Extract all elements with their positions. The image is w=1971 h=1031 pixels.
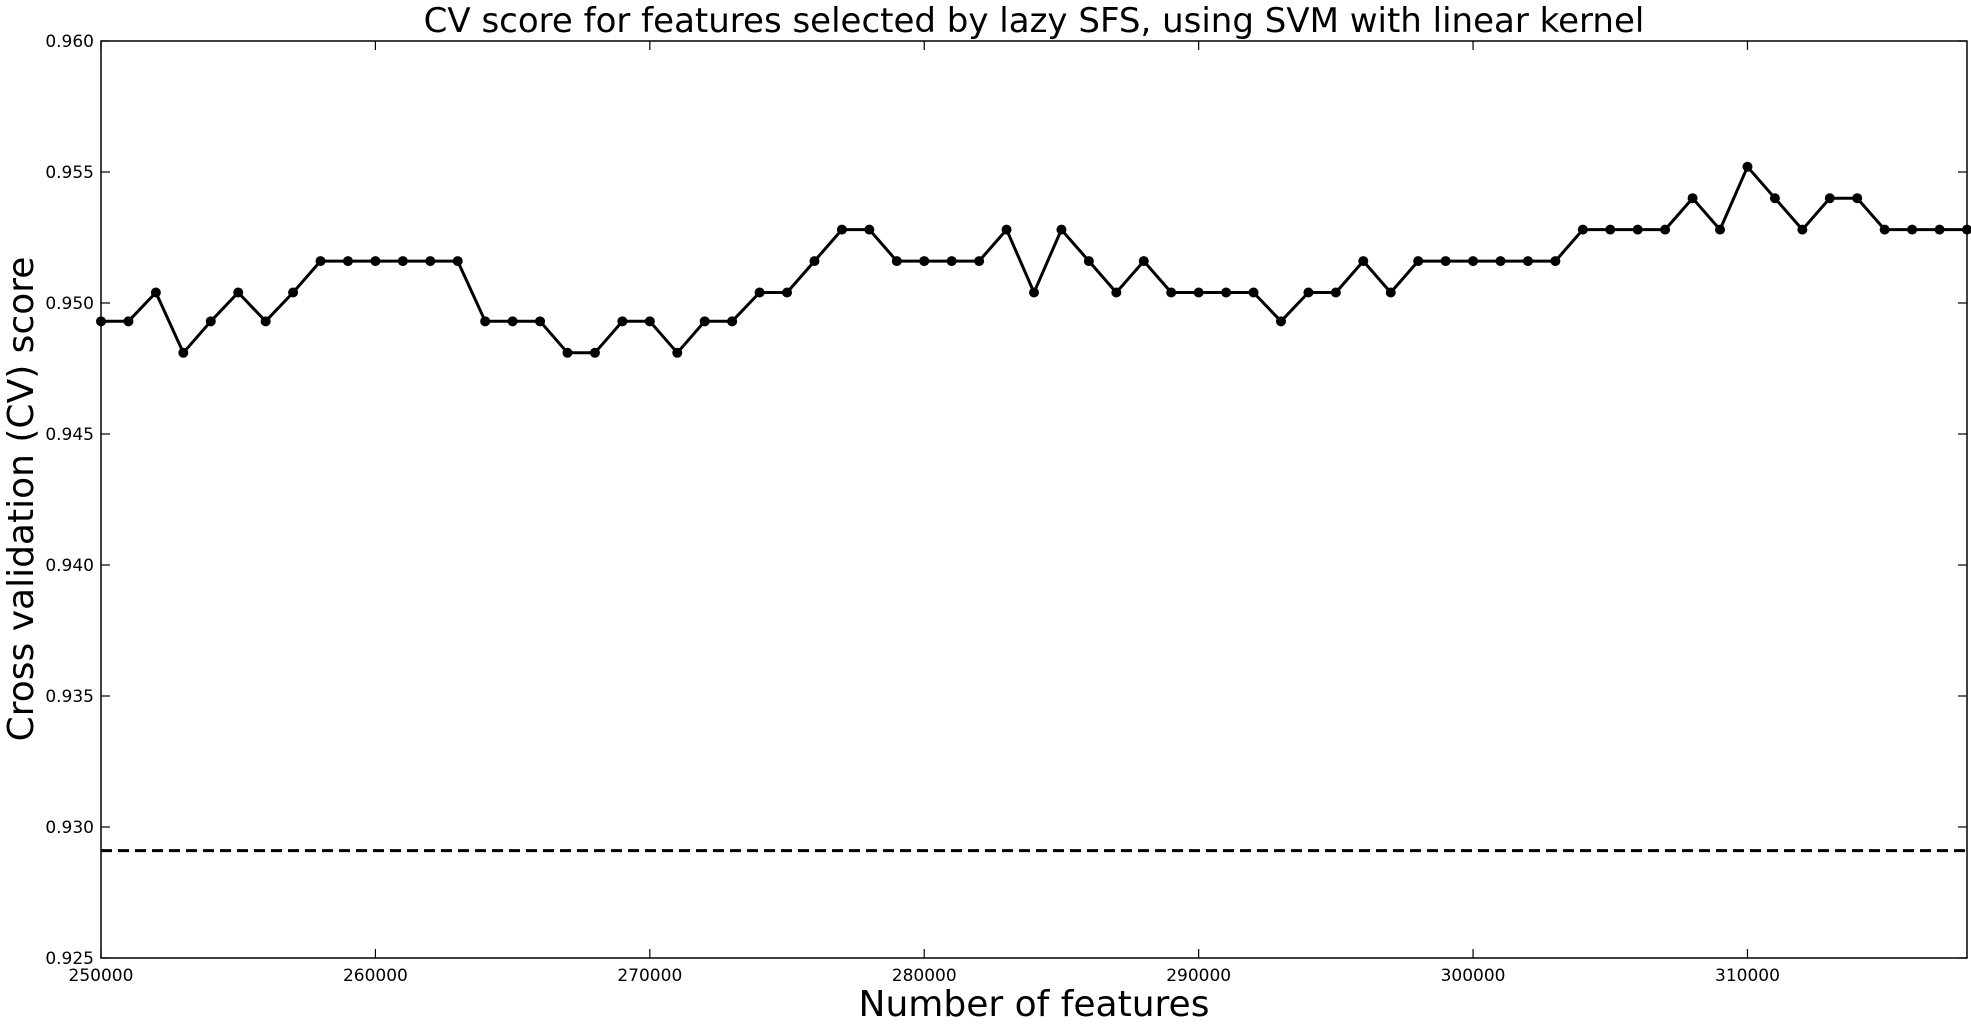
data-point-marker: [1358, 256, 1369, 267]
data-point-marker: [260, 316, 271, 327]
data-point-marker: [1852, 193, 1863, 204]
x-axis-title: Number of features: [859, 984, 1210, 1025]
data-point-marker: [1934, 224, 1945, 235]
data-point-marker: [946, 256, 957, 267]
data-point-marker: [452, 256, 463, 267]
data-point-marker: [699, 316, 710, 327]
data-point-marker: [535, 316, 546, 327]
data-point-marker: [315, 256, 326, 267]
data-point-marker: [891, 256, 902, 267]
data-point-marker: [1687, 193, 1698, 204]
x-tick-label: 270000: [617, 966, 682, 986]
data-point-marker: [1001, 224, 1012, 235]
y-tick-label: 0.960: [45, 32, 94, 52]
data-point-marker: [617, 316, 628, 327]
data-point-marker: [1275, 316, 1286, 327]
data-point-marker: [507, 316, 518, 327]
data-point-marker: [288, 287, 299, 298]
x-tick-label: 310000: [1715, 966, 1780, 986]
data-point-marker: [1577, 224, 1588, 235]
data-point-marker: [1769, 193, 1780, 204]
y-tick-label: 0.950: [45, 294, 94, 314]
data-point-marker: [589, 347, 600, 358]
plot-area: [101, 41, 1967, 958]
data-point-marker: [1111, 287, 1122, 298]
data-point-marker: [1248, 287, 1259, 298]
x-tick-label: 260000: [343, 966, 408, 986]
data-point-marker: [1166, 287, 1177, 298]
data-point-marker: [562, 347, 573, 358]
chart-title: CV score for features selected by lazy S…: [424, 1, 1645, 41]
data-point-marker: [727, 316, 738, 327]
plot-frame: [100, 40, 1968, 959]
data-point-marker: [1632, 224, 1643, 235]
data-point-marker: [1715, 224, 1726, 235]
data-point-marker: [754, 287, 765, 298]
data-point-marker: [1056, 224, 1067, 235]
data-point-marker: [150, 287, 161, 298]
y-tick-label: 0.925: [45, 949, 94, 969]
data-point-marker: [1413, 256, 1424, 267]
x-tick-label: 300000: [1441, 966, 1506, 986]
y-tick-label: 0.940: [45, 556, 94, 576]
data-point-marker: [1385, 287, 1396, 298]
data-point-marker: [1495, 256, 1506, 267]
data-point-marker: [864, 224, 875, 235]
data-point-marker: [1605, 224, 1616, 235]
data-point-marker: [1193, 287, 1204, 298]
y-tick-label: 0.945: [45, 425, 94, 445]
data-point-marker: [397, 256, 408, 267]
data-point-marker: [123, 316, 134, 327]
x-tick-label: 290000: [1166, 966, 1231, 986]
x-tick-label: 280000: [892, 966, 957, 986]
y-tick-label: 0.935: [45, 687, 94, 707]
data-point-marker: [1029, 287, 1039, 298]
data-point-marker: [1550, 256, 1561, 267]
data-point-marker: [1440, 256, 1451, 267]
y-tick-label: 0.930: [45, 818, 94, 838]
data-point-marker: [1742, 161, 1753, 172]
data-point-marker: [205, 316, 216, 327]
data-point-marker: [1330, 287, 1341, 298]
data-point-marker: [919, 256, 930, 267]
data-point-marker: [233, 287, 244, 298]
data-point-marker: [1468, 256, 1479, 267]
data-point-marker: [809, 256, 820, 267]
data-point-marker: [342, 256, 353, 267]
series-layer: [96, 161, 1971, 853]
data-point-marker: [836, 224, 847, 235]
data-point-marker: [1907, 224, 1918, 235]
y-tick-label: 0.955: [45, 163, 94, 183]
data-point-marker: [1879, 224, 1890, 235]
data-point-marker: [425, 256, 436, 267]
data-point-marker: [1138, 256, 1149, 267]
x-tick-label: 250000: [69, 966, 134, 986]
data-point-marker: [1824, 193, 1835, 204]
data-point-marker: [1797, 224, 1808, 235]
data-point-marker: [782, 287, 793, 298]
data-point-marker: [1303, 287, 1314, 298]
data-point-marker: [178, 347, 189, 358]
y-axis-title: Cross validation (CV) score: [1, 257, 42, 742]
data-point-marker: [672, 347, 683, 358]
data-point-marker: [1221, 287, 1232, 298]
data-point-marker: [480, 316, 491, 327]
data-point-marker: [974, 256, 985, 267]
axis-ticks: 250000 260000 270000 280000 290000 300000 3100…: [45, 32, 1967, 986]
data-point-marker: [644, 316, 655, 327]
data-point-marker: [1083, 256, 1094, 267]
data-point-marker: [1660, 224, 1671, 235]
data-point-marker: [1522, 256, 1533, 267]
data-point-marker: [370, 256, 381, 267]
